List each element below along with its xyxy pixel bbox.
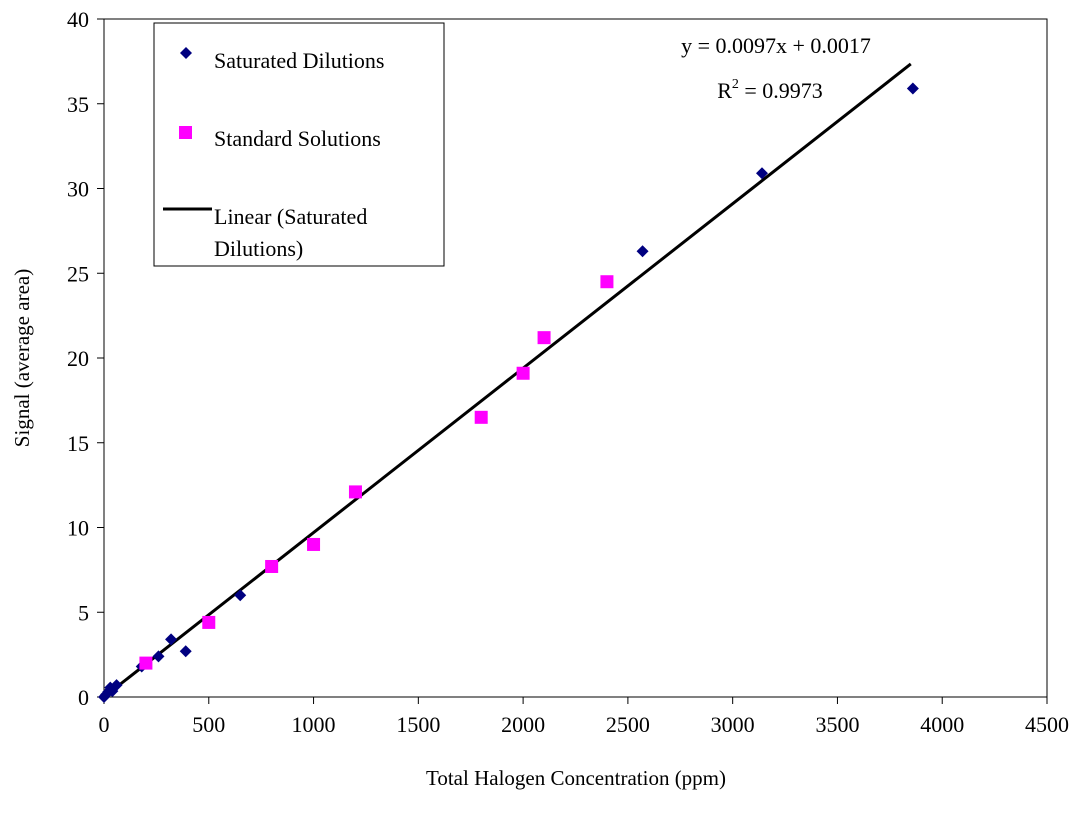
standard-solution-point: [202, 615, 216, 629]
x-tick-label: 500: [192, 712, 225, 737]
y-tick-label: 15: [67, 431, 89, 456]
trendline-equation: y = 0.0097x + 0.0017 R2 = 0.9973: [681, 33, 871, 103]
x-tick-label: 1500: [396, 712, 440, 737]
x-tick-label: 3500: [815, 712, 859, 737]
saturated-dilution-point: [165, 633, 178, 646]
y-tick-label: 30: [67, 177, 89, 202]
standard-solution-point: [600, 275, 614, 289]
y-axis: 0 5 10 15 20 25 30 35 40: [67, 7, 104, 710]
x-axis-title: Total Halogen Concentration (ppm): [426, 766, 726, 790]
data-points: [98, 82, 919, 703]
legend: Saturated Dilutions Standard Solutions L…: [153, 22, 445, 267]
equation-label: y = 0.0097x + 0.0017: [681, 33, 871, 58]
standard-solution-point: [537, 331, 551, 345]
y-tick-label: 5: [78, 600, 89, 625]
x-tick-label: 4500: [1025, 712, 1069, 737]
legend-label-standard: Standard Solutions: [214, 126, 381, 151]
legend-label-saturated: Saturated Dilutions: [214, 48, 384, 73]
standard-solution-point: [516, 366, 530, 380]
legend-marker-diamond: [180, 47, 192, 59]
saturated-dilution-point: [234, 589, 247, 602]
x-tick-label: 2000: [501, 712, 545, 737]
legend-box: [153, 22, 445, 267]
saturated-dilution-point: [636, 245, 649, 258]
x-tick-label: 2500: [606, 712, 650, 737]
saturated-dilution-point: [756, 167, 769, 180]
x-tick-label: 3000: [711, 712, 755, 737]
standard-solution-point: [139, 656, 153, 670]
x-axis: 0 500 1000 1500 2000 2500 3000 3500 4000 4500: [99, 697, 1069, 737]
standard-solution-point: [265, 559, 279, 573]
saturated-dilution-point: [179, 645, 192, 658]
standard-solution-point: [474, 410, 488, 424]
x-tick-label: 0: [99, 712, 110, 737]
legend-label-linear-line1: Linear (Saturated: [214, 204, 367, 229]
saturated-dilution-point: [110, 679, 123, 692]
y-tick-label: 40: [67, 7, 89, 32]
y-tick-label: 35: [67, 92, 89, 117]
y-tick-label: 25: [67, 261, 89, 286]
standard-solution-point: [348, 485, 362, 499]
y-tick-label: 0: [78, 685, 89, 710]
legend-marker-square: [179, 126, 192, 139]
saturated-dilution-point: [152, 650, 165, 663]
legend-label-linear-line2: Dilutions): [214, 236, 303, 261]
x-tick-label: 1000: [292, 712, 336, 737]
x-tick-label: 4000: [920, 712, 964, 737]
y-tick-label: 10: [67, 516, 89, 541]
saturated-dilution-point: [906, 82, 919, 95]
y-axis-title: Signal (average area): [10, 269, 34, 447]
r-squared-label: R2 = 0.9973: [717, 77, 823, 103]
y-tick-label: 20: [67, 346, 89, 371]
standard-solution-point: [307, 537, 321, 551]
